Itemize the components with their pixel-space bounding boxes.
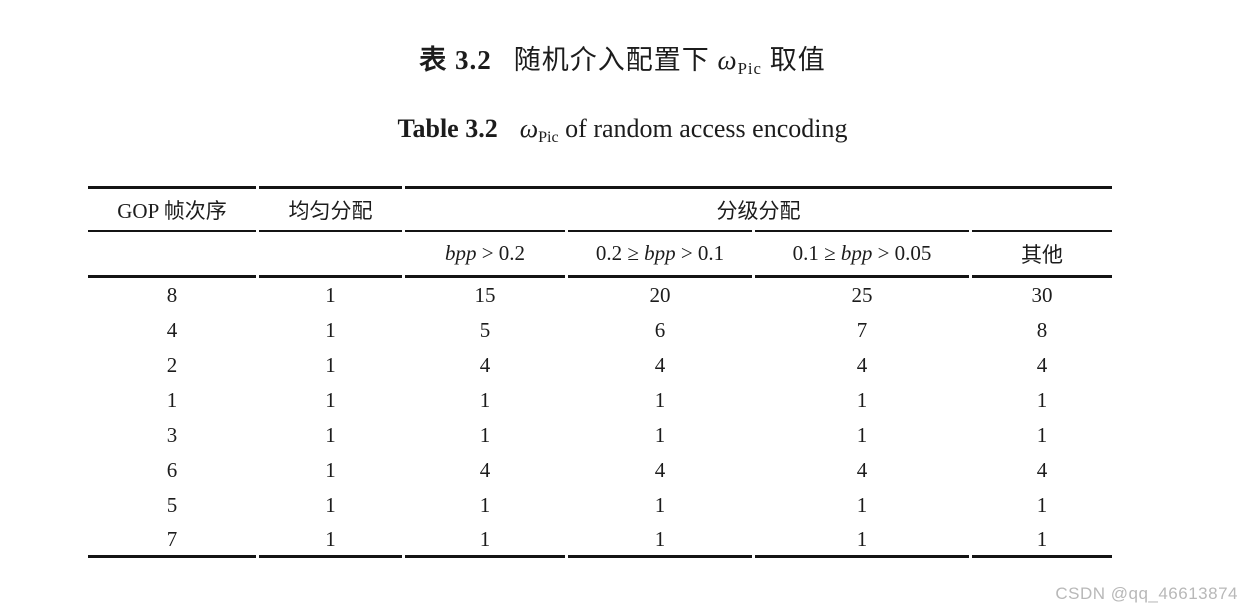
range-prefix: 0.2 ≥ — [595, 241, 645, 265]
table-caption-en: Table 3.2 ωPic of random access encoding — [0, 114, 1245, 147]
table-cell: 7 — [856, 318, 868, 342]
table-cell: 1 — [325, 458, 336, 482]
table-cell: 1 — [972, 523, 1112, 558]
table-cell: 4 — [856, 353, 868, 377]
table-cell: 1 — [325, 423, 336, 447]
bpp-variable: bpp — [840, 241, 873, 265]
table-cell: 15 — [474, 283, 496, 307]
table-cell: 4 — [654, 458, 666, 482]
table-cell: 6 — [654, 318, 666, 342]
table-cell: 1 — [1036, 423, 1048, 447]
table-cell: 25 — [851, 283, 873, 307]
omega-symbol: ω — [717, 45, 738, 75]
sub-header-bpp-high: bpp > 0.2 — [405, 230, 565, 278]
table-cell: 8 — [166, 283, 178, 307]
table-cell: 1 — [325, 283, 336, 307]
table-row: 3 1 1 1 1 1 — [88, 418, 1112, 453]
sub-header-empty-gop — [88, 230, 256, 278]
table-cell: 1 — [856, 493, 868, 517]
table-cell: 4 — [166, 318, 178, 342]
table-cell: 1 — [654, 493, 666, 517]
table-cell: 1 — [654, 388, 666, 412]
table-row: 8 1 15 20 25 30 — [88, 278, 1112, 313]
table-row: 6 1 4 4 4 4 — [88, 453, 1112, 488]
table-cell: 4 — [1036, 458, 1048, 482]
table-cell: 20 — [649, 283, 671, 307]
table-row: 5 1 1 1 1 1 — [88, 488, 1112, 523]
col-header-gop: GOP 帧次序 — [88, 186, 256, 230]
range-prefix: 0.1 ≥ — [792, 241, 841, 265]
table-cell: 1 — [325, 318, 336, 342]
range-suffix: > 0.05 — [872, 241, 932, 265]
table-cell: 4 — [856, 458, 868, 482]
omega-subscript: Pic — [737, 59, 762, 79]
table-cell: 4 — [479, 458, 491, 482]
range-suffix: > 0.1 — [675, 241, 725, 265]
sub-header-empty-uniform — [259, 230, 402, 278]
table-cell: 1 — [405, 523, 565, 558]
table-cell: 1 — [856, 423, 868, 447]
table-cell: 5 — [166, 493, 178, 517]
sub-header-other: 其他 — [972, 230, 1112, 278]
table-caption-zh: 表 3.2 随机介入配置下 ωPic 取值 — [0, 38, 1245, 79]
col-header-group: 分级分配 — [405, 186, 1112, 230]
table-cell: 1 — [755, 523, 969, 558]
table-cell: 1 — [1036, 493, 1048, 517]
table-cell: 5 — [479, 318, 491, 342]
header-row-1: GOP 帧次序 均匀分配 分级分配 — [88, 186, 1112, 230]
table-cell: 1 — [1036, 388, 1048, 412]
sub-header-bpp-mid: 0.2 ≥ bpp > 0.1 — [568, 230, 752, 278]
table-cell: 8 — [1036, 318, 1048, 342]
range-suffix: > 0.2 — [476, 241, 526, 265]
table-cell: 1 — [479, 493, 491, 517]
table-row: 2 1 4 4 4 4 — [88, 348, 1112, 383]
bpp-variable: bpp — [644, 241, 676, 265]
omega-symbol: ω — [519, 114, 539, 143]
caption-text-zh: 随机介入配置下 — [513, 45, 718, 75]
table-cell: 1 — [325, 388, 336, 412]
bpp-variable: bpp — [444, 241, 477, 265]
table-cell: 1 — [568, 523, 752, 558]
table-row: 1 1 1 1 1 1 — [88, 383, 1112, 418]
table-cell: 1 — [259, 523, 402, 558]
table-cell: 2 — [166, 353, 178, 377]
caption-suffix-zh: 取值 — [761, 45, 826, 75]
table-cell: 1 — [325, 353, 336, 377]
table-cell: 1 — [325, 493, 336, 517]
table-cell: 1 — [479, 388, 491, 412]
table-cell: 4 — [479, 353, 491, 377]
table-cell: 1 — [856, 388, 868, 412]
sub-header-bpp-low: 0.1 ≥ bpp > 0.05 — [755, 230, 969, 278]
table-cell: 4 — [1036, 353, 1048, 377]
table-cell: 1 — [166, 388, 178, 412]
table-cell: 1 — [654, 423, 666, 447]
table-number-en: Table 3.2 — [397, 114, 498, 143]
table-cell: 1 — [479, 423, 491, 447]
omega-pic-table: GOP 帧次序 均匀分配 分级分配 bpp > 0.2 0.2 ≥ bpp > … — [85, 186, 1115, 558]
table-number-zh: 表 3.2 — [419, 45, 492, 75]
table-row: 7 1 1 1 1 1 — [88, 523, 1112, 558]
table-row: 4 1 5 6 7 8 — [88, 313, 1112, 348]
header-row-2: bpp > 0.2 0.2 ≥ bpp > 0.1 0.1 ≥ bpp > 0.… — [88, 230, 1112, 278]
table-cell: 7 — [88, 523, 256, 558]
table-cell: 3 — [166, 423, 178, 447]
caption-suffix-en: of random access encoding — [558, 114, 848, 143]
table-cell: 6 — [166, 458, 178, 482]
col-header-uniform: 均匀分配 — [259, 186, 402, 230]
omega-subscript: Pic — [538, 129, 559, 147]
table-cell: 4 — [654, 353, 666, 377]
table-cell: 30 — [1031, 283, 1053, 307]
watermark-text: CSDN @qq_46613874 — [1055, 584, 1238, 603]
